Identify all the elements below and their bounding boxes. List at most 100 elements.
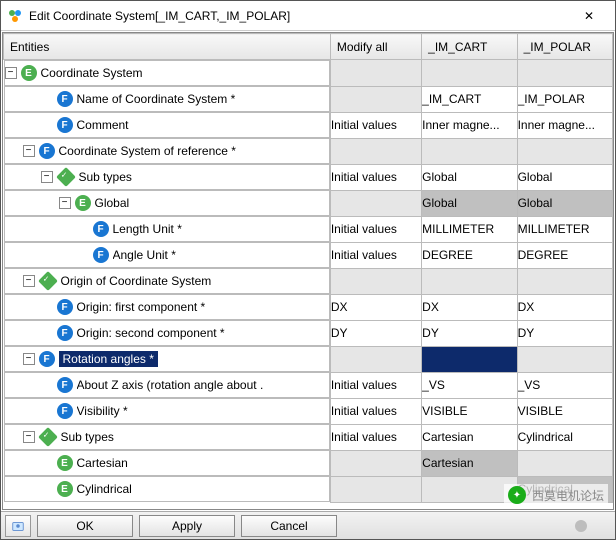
entity-cell[interactable]: −✓Sub types <box>4 164 330 190</box>
title-bar: Edit Coordinate System[_IM_CART,_IM_POLA… <box>1 1 615 31</box>
modify-all-cell <box>330 476 421 502</box>
table-row[interactable]: −FRotation angles * <box>4 346 613 372</box>
modify-all-cell[interactable]: Initial values <box>330 372 421 398</box>
entity-cell[interactable]: −✓Sub types <box>4 424 330 450</box>
status-dot-icon <box>575 520 587 532</box>
table-row[interactable]: −ECoordinate System <box>4 60 613 87</box>
field-icon: F <box>57 117 73 133</box>
im-polar-cell[interactable]: _IM_POLAR <box>517 86 612 112</box>
table-row[interactable]: FOrigin: first component *DXDXDX <box>4 294 613 320</box>
im-polar-cell <box>517 346 612 372</box>
im-cart-cell[interactable]: DY <box>422 320 517 346</box>
im-cart-cell[interactable]: Global <box>422 190 517 216</box>
im-polar-cell[interactable]: Inner magne... <box>517 112 612 138</box>
modify-all-cell[interactable]: Initial values <box>330 424 421 450</box>
entity-cell[interactable]: −FRotation angles * <box>4 346 330 372</box>
property-grid[interactable]: Entities Modify all _IM_CART _IM_POLAR −… <box>2 32 614 510</box>
table-row[interactable]: FOrigin: second component *DYDYDY <box>4 320 613 346</box>
im-polar-cell[interactable]: Global <box>517 190 612 216</box>
entity-cell[interactable]: FComment <box>4 112 330 138</box>
modify-all-cell[interactable]: Initial values <box>330 112 421 138</box>
cancel-button[interactable]: Cancel <box>241 515 337 537</box>
collapse-icon[interactable]: − <box>23 353 35 365</box>
field-icon: F <box>57 299 73 315</box>
modify-all-cell[interactable]: DX <box>330 294 421 320</box>
entity-cell[interactable]: FOrigin: second component * <box>4 320 330 346</box>
entity-cell[interactable]: ECylindrical <box>4 476 330 502</box>
im-cart-cell[interactable]: DX <box>422 294 517 320</box>
table-row[interactable]: FVisibility *Initial valuesVISIBLEVISIBL… <box>4 398 613 424</box>
modify-all-cell[interactable]: Initial values <box>330 164 421 190</box>
im-polar-cell[interactable]: VISIBLE <box>517 398 612 424</box>
im-polar-cell[interactable]: _VS <box>517 372 612 398</box>
entity-cell[interactable]: −FCoordinate System of reference * <box>4 138 330 164</box>
entity-cell[interactable]: FAngle Unit * <box>4 242 330 268</box>
collapse-icon[interactable]: − <box>23 145 35 157</box>
im-cart-cell[interactable]: Cartesian <box>422 424 517 450</box>
table-row[interactable]: −FCoordinate System of reference * <box>4 138 613 164</box>
subtype-icon: ✓ <box>38 271 58 291</box>
modify-all-cell[interactable]: DY <box>330 320 421 346</box>
im-polar-cell[interactable]: Cylindrical <box>517 424 612 450</box>
entity-label: Visibility * <box>77 404 128 418</box>
entity-label: Cylindrical <box>77 482 132 496</box>
im-cart-cell[interactable]: Inner magne... <box>422 112 517 138</box>
collapse-icon[interactable]: − <box>5 67 17 79</box>
collapse-icon[interactable]: − <box>41 171 53 183</box>
im-cart-cell[interactable]: Cartesian <box>422 450 517 476</box>
field-icon: F <box>93 221 109 237</box>
table-row[interactable]: FAngle Unit *Initial valuesDEGREEDEGREE <box>4 242 613 268</box>
subtype-icon: ✓ <box>38 427 58 447</box>
collapse-icon[interactable]: − <box>59 197 71 209</box>
entity-cell[interactable]: FAbout Z axis (rotation angle about . <box>4 372 330 398</box>
col-im-cart[interactable]: _IM_CART <box>422 34 517 60</box>
table-row[interactable]: ECartesianCartesian <box>4 450 613 476</box>
field-icon: F <box>57 325 73 341</box>
im-cart-cell[interactable]: MILLIMETER <box>422 216 517 242</box>
field-icon: F <box>57 377 73 393</box>
entity-cell[interactable]: FVisibility * <box>4 398 330 424</box>
im-polar-cell[interactable]: DEGREE <box>517 242 612 268</box>
entity-label: Sub types <box>79 170 132 184</box>
table-row[interactable]: −✓Origin of Coordinate System <box>4 268 613 294</box>
table-row[interactable]: −EGlobal GlobalGlobal <box>4 190 613 216</box>
entity-cell[interactable]: −ECoordinate System <box>4 60 330 86</box>
modify-all-cell[interactable]: Initial values <box>330 216 421 242</box>
modify-all-cell[interactable]: Initial values <box>330 398 421 424</box>
im-polar-cell[interactable]: MILLIMETER <box>517 216 612 242</box>
entity-label: Cartesian <box>77 456 128 470</box>
table-row[interactable]: FName of Coordinate System * _IM_CART_IM_… <box>4 86 613 112</box>
im-cart-cell[interactable]: Global <box>422 164 517 190</box>
entity-cell[interactable]: FOrigin: first component * <box>4 294 330 320</box>
im-cart-cell <box>422 138 517 164</box>
col-entities[interactable]: Entities <box>4 34 331 60</box>
table-row[interactable]: −✓Sub typesInitial valuesGlobalGlobal <box>4 164 613 190</box>
im-polar-cell[interactable]: DX <box>517 294 612 320</box>
im-cart-cell[interactable]: _IM_CART <box>422 86 517 112</box>
close-button[interactable]: ✕ <box>567 2 611 30</box>
entity-icon: E <box>75 195 91 211</box>
table-row[interactable]: FCommentInitial valuesInner magne...Inne… <box>4 112 613 138</box>
im-polar-cell[interactable]: Global <box>517 164 612 190</box>
im-cart-cell[interactable]: DEGREE <box>422 242 517 268</box>
col-im-polar[interactable]: _IM_POLAR <box>517 34 612 60</box>
entity-cell[interactable]: −EGlobal <box>4 190 330 216</box>
ok-button[interactable]: OK <box>37 515 133 537</box>
entity-cell[interactable]: −✓Origin of Coordinate System <box>4 268 330 294</box>
im-cart-cell[interactable] <box>422 346 517 372</box>
collapse-icon[interactable]: − <box>23 275 35 287</box>
col-modify-all[interactable]: Modify all <box>330 34 421 60</box>
table-row[interactable]: FAbout Z axis (rotation angle about .Ini… <box>4 372 613 398</box>
help-icon-button[interactable] <box>5 515 31 537</box>
collapse-icon[interactable]: − <box>23 431 35 443</box>
im-cart-cell[interactable]: VISIBLE <box>422 398 517 424</box>
table-row[interactable]: FLength Unit *Initial valuesMILLIMETERMI… <box>4 216 613 242</box>
entity-cell[interactable]: FName of Coordinate System * <box>4 86 330 112</box>
im-cart-cell[interactable]: _VS <box>422 372 517 398</box>
apply-button[interactable]: Apply <box>139 515 235 537</box>
entity-cell[interactable]: FLength Unit * <box>4 216 330 242</box>
im-polar-cell[interactable]: DY <box>517 320 612 346</box>
entity-cell[interactable]: ECartesian <box>4 450 330 476</box>
modify-all-cell[interactable]: Initial values <box>330 242 421 268</box>
table-row[interactable]: −✓Sub typesInitial valuesCartesianCylind… <box>4 424 613 450</box>
